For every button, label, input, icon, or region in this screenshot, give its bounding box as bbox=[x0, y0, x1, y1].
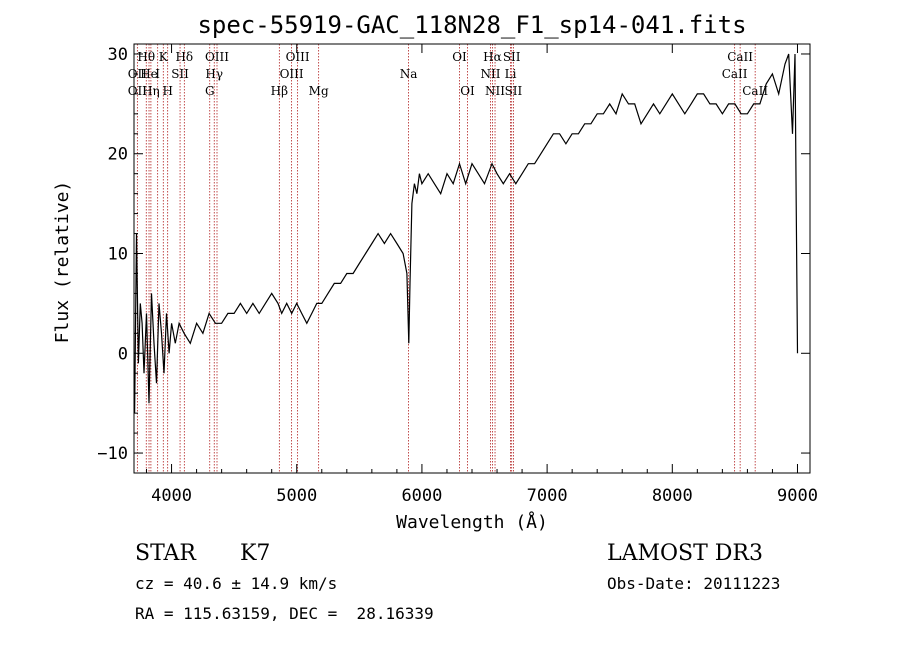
spectral-line-label: Hγ bbox=[205, 67, 223, 81]
spectral-line-label: Na bbox=[400, 67, 418, 81]
spectral-line-label: OIII bbox=[205, 50, 229, 64]
spectral-line-label: G bbox=[205, 84, 215, 98]
spectral-line-label: SII bbox=[171, 67, 189, 81]
spectral-line-label: SII bbox=[503, 50, 521, 64]
spectral-line-label: Hδ bbox=[175, 50, 193, 64]
spectral-line-label: OII bbox=[128, 84, 148, 98]
object-class: STAR bbox=[135, 541, 197, 566]
spectral-line-label: Li bbox=[505, 67, 517, 81]
observation-date: Obs-Date: 20111223 bbox=[607, 574, 780, 593]
spectral-line-label: Hα bbox=[483, 50, 502, 64]
y-axis-ticks: −10 0 10 20 30 bbox=[97, 45, 810, 474]
spectral-line-label: He bbox=[140, 67, 158, 81]
y-tick-label: 0 bbox=[118, 344, 128, 364]
spectral-line-label: CaII bbox=[742, 84, 768, 98]
object-subclass: K7 bbox=[240, 541, 270, 566]
y-tick-label: 20 bbox=[108, 145, 128, 165]
spectral-line-label: Hθ bbox=[137, 50, 155, 64]
spectral-line-label: OIII bbox=[280, 67, 304, 81]
x-tick-label: 9000 bbox=[777, 486, 818, 506]
chart-title: spec-55919-GAC_118N28_F1_sp14-041.fits bbox=[197, 11, 746, 39]
spectral-line-label: NII bbox=[485, 84, 505, 98]
x-tick-label: 7000 bbox=[527, 486, 568, 506]
spectral-line-label: OI bbox=[460, 84, 475, 98]
spectral-line-label: SII bbox=[505, 84, 523, 98]
redshift-velocity: cz = 40.6 ± 14.9 km/s bbox=[135, 574, 337, 593]
spectral-line-label: OIII bbox=[286, 50, 310, 64]
survey-name: LAMOST DR3 bbox=[607, 541, 763, 566]
x-axis-ticks: 4000 5000 6000 7000 8000 9000 bbox=[146, 44, 818, 506]
coordinates: RA = 115.63159, DEC = 28.16339 bbox=[135, 604, 434, 623]
spectral-line-label: Mg bbox=[309, 84, 329, 98]
x-tick-label: 8000 bbox=[652, 486, 693, 506]
x-tick-label: 6000 bbox=[401, 486, 442, 506]
spectral-line-label: H bbox=[162, 84, 172, 98]
spectral-line-label: I bbox=[155, 67, 160, 81]
spectral-line-label: Hβ bbox=[271, 84, 288, 98]
x-tick-label: 5000 bbox=[276, 486, 317, 506]
y-tick-label: 10 bbox=[108, 245, 128, 265]
spectral-line-label: OI bbox=[452, 50, 467, 64]
y-tick-label: 30 bbox=[108, 45, 128, 65]
spectral-line-label: K bbox=[159, 50, 169, 64]
spectral-line-label: Hη bbox=[142, 84, 160, 98]
spectral-lines bbox=[136, 44, 756, 473]
spectrum-series bbox=[134, 53, 799, 414]
plot-frame bbox=[133, 43, 811, 474]
y-tick-label: −10 bbox=[97, 444, 128, 464]
spectral-line-label: CaII bbox=[722, 67, 748, 81]
spectral-line-label: CaII bbox=[727, 50, 753, 64]
spectral-line-label: NII bbox=[481, 67, 501, 81]
y-axis-label: Flux (relative) bbox=[52, 181, 73, 344]
x-axis-label: Wavelength (Å) bbox=[396, 511, 548, 533]
x-tick-label: 4000 bbox=[151, 486, 192, 506]
